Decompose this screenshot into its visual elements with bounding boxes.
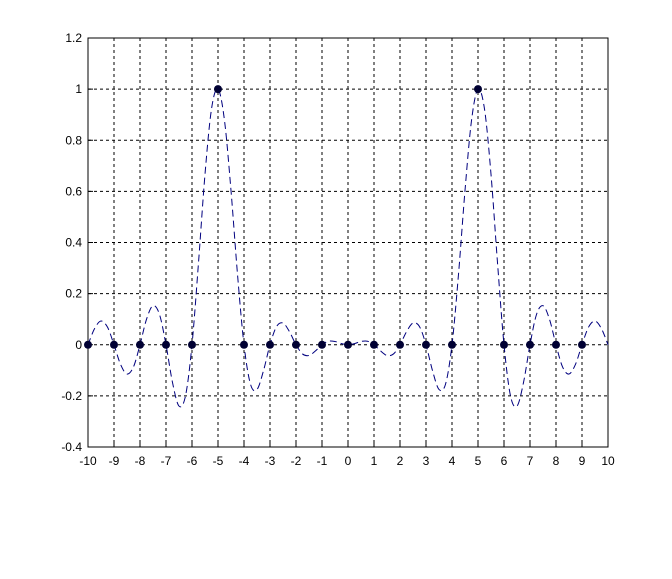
sample-point	[578, 340, 586, 349]
x-tick-label: 3	[423, 454, 430, 468]
sample-point	[396, 340, 404, 349]
x-tick-label: -1	[317, 454, 328, 468]
axes-box	[87, 37, 609, 448]
x-tick-label: 5	[475, 454, 482, 468]
y-tick-label: 1.2	[65, 31, 82, 45]
x-tick-label: 2	[397, 454, 404, 468]
y-tick-label: -0.2	[61, 389, 82, 403]
sample-point	[240, 340, 248, 349]
x-tick-label: -6	[187, 454, 198, 468]
x-tick-label: -5	[213, 454, 224, 468]
x-tick-label: 4	[449, 454, 456, 468]
x-tick-label: 10	[601, 454, 615, 468]
y-tick-label: -0.4	[61, 440, 82, 454]
sample-point	[110, 340, 118, 349]
x-tick-label: -4	[239, 454, 250, 468]
x-tick-label: 9	[579, 454, 586, 468]
sample-point	[318, 340, 326, 349]
x-tick-label: -9	[109, 454, 120, 468]
y-tick-label: 0.2	[65, 287, 82, 301]
sample-point	[292, 340, 300, 349]
x-tick-label: -7	[161, 454, 172, 468]
sample-point	[552, 340, 560, 349]
sample-point	[474, 85, 482, 94]
x-tick-label: 6	[501, 454, 508, 468]
sample-point	[448, 340, 456, 349]
y-tick-label: 0.4	[65, 236, 82, 250]
x-tick-label: 8	[553, 454, 560, 468]
x-tick-label: 1	[371, 454, 378, 468]
sample-point	[370, 340, 378, 349]
sample-point	[214, 85, 222, 94]
x-tick-label: -8	[135, 454, 146, 468]
sample-point	[422, 340, 430, 349]
sample-point	[84, 340, 92, 349]
sample-point	[162, 340, 170, 349]
sample-point	[266, 340, 274, 349]
sample-point	[136, 340, 144, 349]
y-tick-label: 0	[75, 338, 82, 352]
curve	[87, 88, 609, 408]
y-tick-label: 1	[75, 82, 82, 96]
x-tick-label: -3	[265, 454, 276, 468]
x-tick-label: -2	[291, 454, 302, 468]
x-tick-label: -10	[79, 454, 97, 468]
sample-point	[344, 340, 352, 349]
sample-point	[526, 340, 534, 349]
x-tick-label: 0	[345, 454, 352, 468]
sample-point	[500, 340, 508, 349]
x-tick-label: 7	[527, 454, 534, 468]
y-tick-label: 0.8	[65, 133, 82, 147]
y-tick-label: 0.6	[65, 184, 82, 198]
sample-point	[188, 340, 196, 349]
